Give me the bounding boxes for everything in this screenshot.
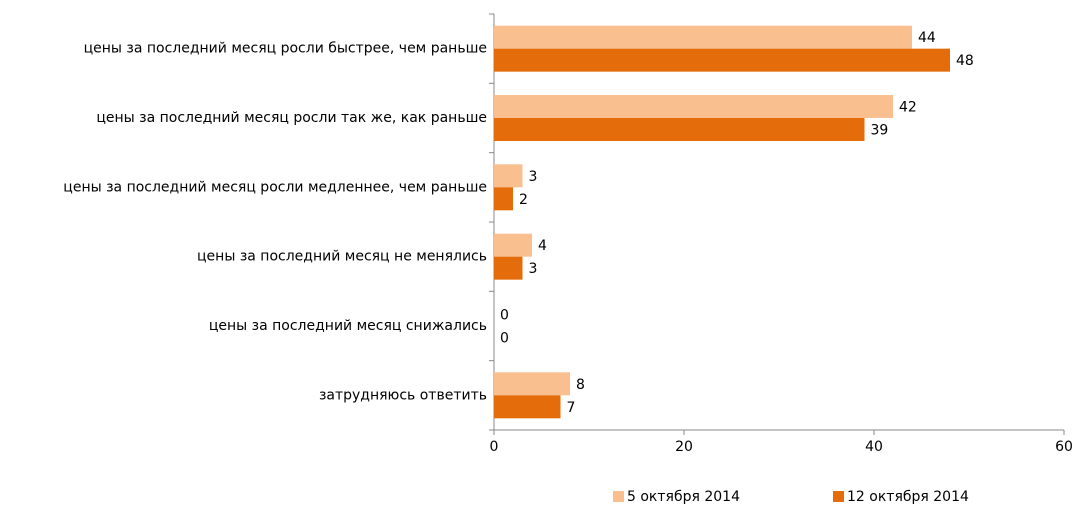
y-tick-label: цены за последний месяц росли так же, ка… — [96, 110, 487, 126]
data-label: 8 — [576, 377, 585, 393]
x-tick-label: 20 — [675, 439, 693, 455]
legend-label: 5 октября 2014 — [627, 489, 740, 505]
x-tick-label: 40 — [865, 439, 883, 455]
data-label: 7 — [567, 400, 576, 416]
data-label: 3 — [529, 261, 538, 277]
bar — [494, 233, 532, 257]
x-tick-label: 60 — [1055, 439, 1073, 455]
y-tick-label: затрудняюсь ответить — [319, 387, 487, 403]
bar — [494, 372, 570, 396]
y-tick-label: цены за последний месяц росли медленнее,… — [63, 179, 487, 195]
bar — [494, 395, 561, 419]
data-label: 42 — [899, 100, 917, 116]
x-tick-label: 0 — [490, 439, 499, 455]
data-label: 2 — [519, 192, 528, 208]
data-label: 0 — [500, 331, 509, 347]
legend-label: 12 октября 2014 — [847, 489, 969, 505]
bar — [494, 256, 523, 280]
bar — [494, 48, 950, 72]
bar — [494, 25, 912, 49]
bar — [494, 164, 523, 188]
data-label: 0 — [500, 308, 509, 324]
legend-swatch — [613, 491, 624, 502]
legend-swatch — [833, 491, 844, 502]
data-label: 3 — [529, 169, 538, 185]
bar — [494, 187, 513, 211]
y-tick-label: цены за последний месяц росли быстрее, ч… — [84, 41, 487, 57]
data-label: 39 — [871, 123, 889, 139]
bar — [494, 95, 893, 118]
data-label: 48 — [956, 53, 974, 69]
data-label: 4 — [538, 238, 547, 254]
y-tick-label: цены за последний месяц снижались — [209, 318, 487, 334]
bar — [494, 118, 865, 141]
y-tick-label: цены за последний месяц не менялись — [197, 249, 487, 265]
data-label: 44 — [918, 30, 936, 46]
